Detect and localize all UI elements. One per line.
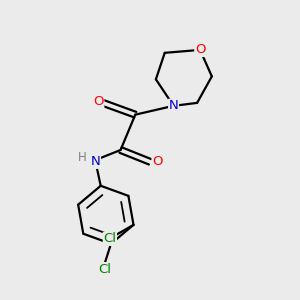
Text: O: O [152,155,163,168]
Text: Cl: Cl [98,263,111,276]
Text: H: H [78,151,87,164]
Text: O: O [195,44,205,56]
Text: O: O [93,95,104,108]
Text: Cl: Cl [103,232,116,245]
Text: N: N [91,155,100,168]
Text: N: N [169,99,178,112]
